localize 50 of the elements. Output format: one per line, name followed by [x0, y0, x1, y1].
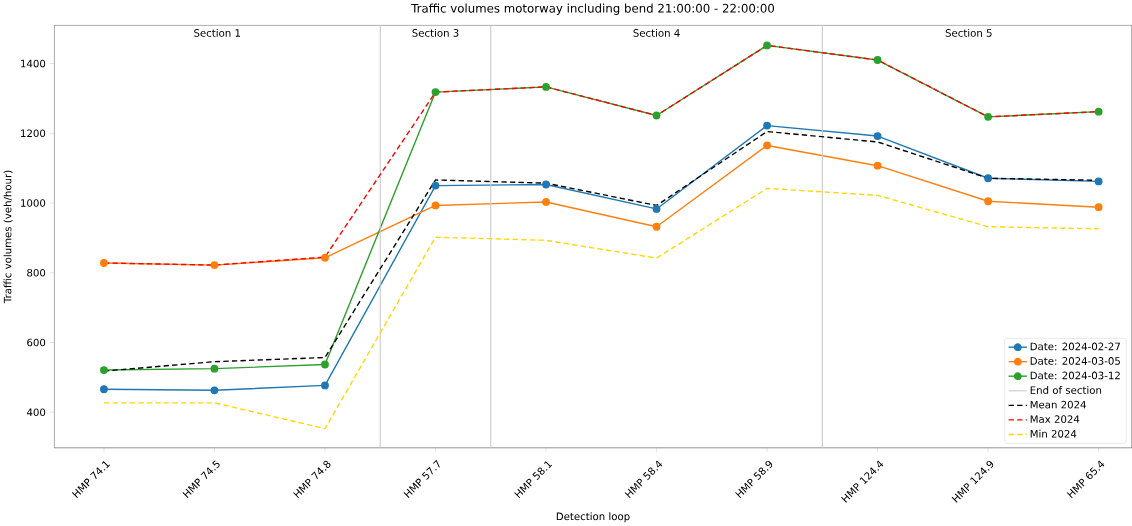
- point: [873, 56, 882, 65]
- point: [873, 161, 882, 170]
- point: [100, 385, 108, 394]
- y-tick-label: 1000: [21, 199, 46, 207]
- annotation: Section 4: [633, 29, 680, 37]
- legend-label: Max 2024: [1030, 415, 1080, 424]
- point: [542, 83, 550, 91]
- point: [100, 366, 108, 375]
- point: [984, 113, 993, 121]
- point: [1094, 203, 1103, 212]
- point: [763, 141, 771, 150]
- point: [210, 386, 219, 395]
- point: [431, 181, 440, 190]
- point: [1094, 177, 1103, 186]
- x-axis-title: Detection loop: [556, 512, 630, 523]
- legend-label: Date: 2024-02-27: [1030, 342, 1120, 351]
- point: [763, 41, 771, 50]
- y-tick-label: 1200: [21, 129, 46, 138]
- point: [210, 261, 219, 270]
- point: [873, 132, 882, 141]
- annotation: Section 3: [412, 29, 459, 37]
- point: [984, 174, 993, 183]
- point: [652, 222, 661, 231]
- y-tick-label: 400: [26, 408, 46, 417]
- point: [652, 111, 661, 120]
- y-axis-title: Traffic volumes (veh/hour): [3, 170, 13, 304]
- y-tick-label: 600: [27, 338, 46, 347]
- y-tick-label: 1400: [21, 59, 46, 68]
- point: [431, 88, 440, 97]
- legend-label: Date: 2024-03-12: [1030, 371, 1120, 380]
- point: [321, 360, 329, 369]
- legend-label: Date: 2024-03-05: [1030, 357, 1120, 365]
- point: [763, 121, 771, 130]
- point: [1094, 107, 1103, 116]
- chart-title: Traffic volumes motorway including bend 21:00:00 - 22:00:00: [411, 3, 775, 16]
- annotation: Section 5: [945, 29, 992, 37]
- point: [210, 364, 219, 373]
- point: [984, 197, 993, 206]
- y-tick-label: 800: [27, 269, 46, 277]
- annotation: Section 1: [194, 29, 241, 37]
- legend-label: Mean 2024: [1030, 400, 1086, 409]
- point: [542, 198, 550, 207]
- point: [431, 201, 440, 210]
- annotation: End of section: [1030, 386, 1102, 395]
- point: [321, 253, 329, 262]
- point: [321, 381, 329, 390]
- point: [100, 259, 108, 268]
- point: [542, 180, 550, 189]
- point: [652, 205, 661, 213]
- legend-label: Min 2024: [1030, 429, 1077, 438]
